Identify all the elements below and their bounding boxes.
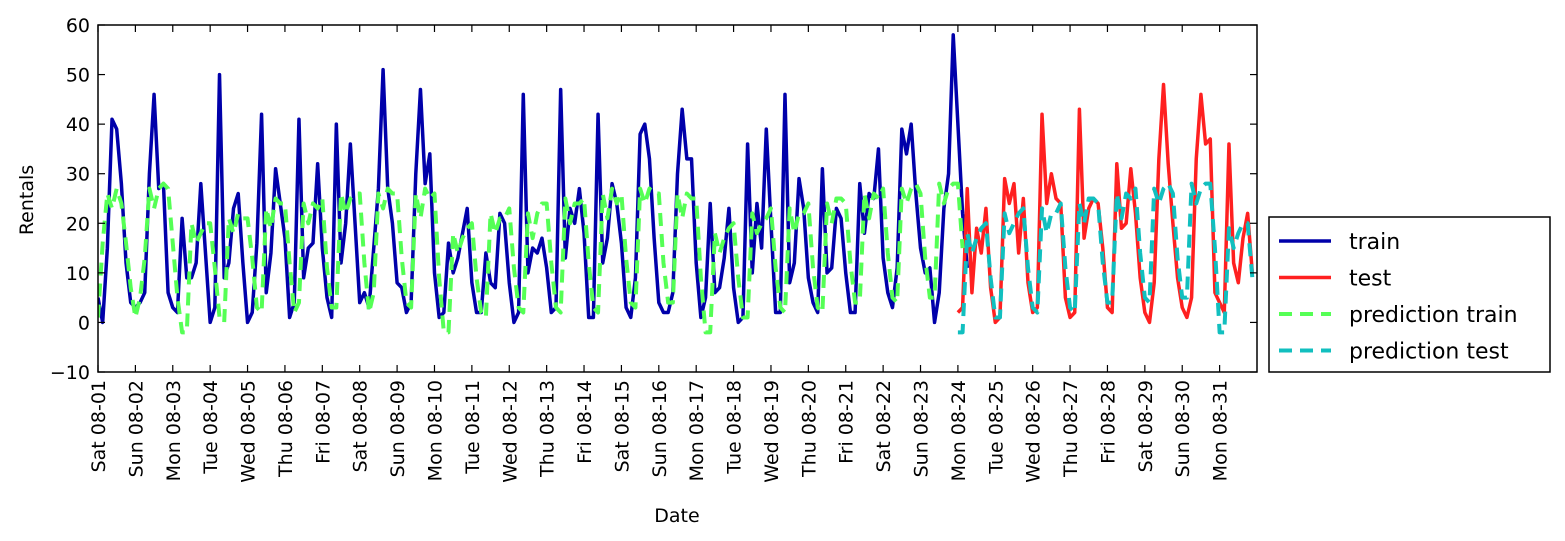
x-tick-label: Sat 08-08 <box>350 380 372 472</box>
x-tick-label: Sat 08-01 <box>88 380 110 472</box>
x-tick-label: Mon 08-24 <box>948 380 970 481</box>
x-tick-label: Sun 08-09 <box>387 380 409 477</box>
legend: train test prediction train prediction test <box>1268 216 1551 373</box>
y-tick-label: 0 <box>78 312 90 334</box>
legend-label: test <box>1349 267 1392 292</box>
x-tick-label: Fri 08-14 <box>574 380 596 464</box>
y-axis: 60 50 40 30 20 10 0 −10 <box>50 15 1257 384</box>
y-tick-label: 60 <box>66 15 90 37</box>
x-tick-label: Tue 08-18 <box>724 380 746 475</box>
series-line-test <box>956 82 1255 325</box>
y-tick-label: 50 <box>66 65 90 87</box>
y-tick-label: −10 <box>50 362 90 384</box>
x-tick-label: Thu 08-06 <box>275 380 297 478</box>
x-tick-label: Sat 08-15 <box>611 380 633 472</box>
x-tick-label: Sat 08-22 <box>873 380 895 472</box>
x-tick-label: Sun 08-23 <box>911 380 933 477</box>
y-tick-label: 40 <box>66 114 90 136</box>
x-tick-label: Thu 08-13 <box>537 380 559 478</box>
x-tick-label: Tue 08-04 <box>200 380 222 475</box>
x-tick-label: Sat 08-29 <box>1135 380 1157 472</box>
x-tick-label: Fri 08-07 <box>312 380 334 464</box>
x-tick-label: Tue 08-25 <box>985 380 1007 475</box>
x-tick-label: Wed 08-05 <box>238 380 260 483</box>
series-line-prediction-train <box>98 181 965 335</box>
legend-label: train <box>1349 230 1400 255</box>
y-tick-label: 30 <box>66 164 90 186</box>
legend-label: prediction test <box>1349 340 1509 365</box>
x-tick-label: Mon 08-03 <box>163 380 185 481</box>
y-axis-label: Rentals <box>16 165 38 235</box>
series-layer <box>98 33 1255 335</box>
x-tick-label: Tue 08-11 <box>462 380 484 475</box>
series-line-prediction-test <box>957 181 1255 335</box>
legend-box <box>1268 216 1551 373</box>
x-tick-label: Sun 08-16 <box>649 380 671 477</box>
x-tick-label: Thu 08-20 <box>798 380 820 478</box>
x-tick-label: Wed 08-26 <box>1023 380 1045 483</box>
plot-frame <box>97 24 1258 373</box>
legend-label: prediction train <box>1349 303 1518 328</box>
y-tick-label: 10 <box>66 263 90 285</box>
x-tick-label: Mon 08-17 <box>686 380 708 481</box>
x-tick-label: Mon 08-10 <box>424 380 446 481</box>
x-tick-label: Fri 08-21 <box>836 380 858 464</box>
x-tick-label: Thu 08-27 <box>1060 380 1082 478</box>
y-tick-label: 20 <box>66 213 90 235</box>
x-tick-label: Sun 08-30 <box>1172 380 1194 477</box>
x-axis-label: Date <box>654 505 699 527</box>
x-tick-label: Sun 08-02 <box>125 380 147 477</box>
x-tick-label: Wed 08-19 <box>761 380 783 483</box>
x-axis: Sat 08-01 Sun 08-02 Mon 08-03 Tue 08-04 Wed … <box>88 25 1232 483</box>
series-line-train <box>98 33 969 325</box>
x-tick-label: Wed 08-12 <box>499 380 521 483</box>
x-tick-label: Mon 08-31 <box>1210 380 1232 481</box>
x-tick-label: Fri 08-28 <box>1097 380 1119 464</box>
